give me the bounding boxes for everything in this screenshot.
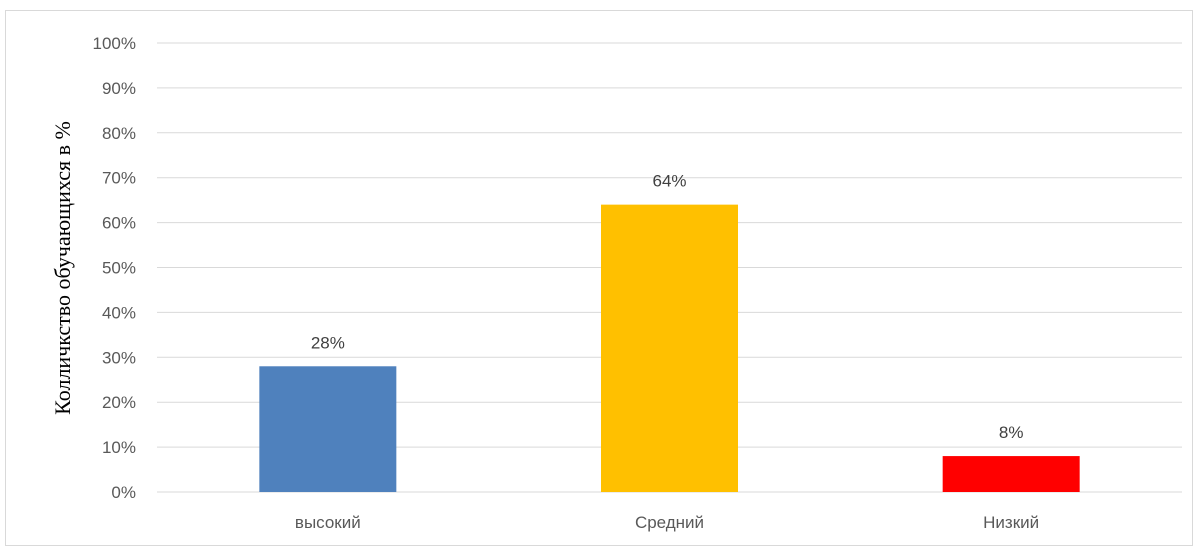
data-label: 8%	[999, 423, 1024, 442]
y-axis-ticks: 0% 10% 20% 30% 40% 50% 60% 70% 80% 90% 100%	[93, 34, 136, 502]
data-label: 64%	[652, 172, 686, 191]
y-tick-label: 90%	[102, 79, 136, 98]
x-category-label: высокий	[295, 513, 361, 532]
bar	[601, 204, 738, 492]
data-labels: 28% 64% 8%	[311, 172, 1024, 442]
y-tick-label: 0%	[111, 483, 136, 502]
bar	[942, 456, 1080, 492]
y-tick-label: 100%	[93, 34, 136, 53]
y-axis-title: Колличкство обучающихся в %	[50, 121, 75, 415]
y-tick-label: 30%	[102, 348, 136, 367]
y-tick-label: 50%	[102, 259, 136, 278]
data-label: 28%	[311, 333, 345, 352]
y-tick-label: 80%	[102, 124, 136, 143]
x-category-label: Средний	[635, 513, 704, 532]
bars	[259, 204, 1080, 492]
y-tick-label: 60%	[102, 214, 136, 233]
y-tick-label: 10%	[102, 438, 136, 457]
x-axis-categories: высокий Средний Низкий	[295, 513, 1039, 532]
x-category-label: Низкий	[983, 513, 1039, 532]
y-tick-label: 20%	[102, 393, 136, 412]
bar	[259, 366, 397, 492]
y-tick-label: 40%	[102, 303, 136, 322]
y-tick-label: 70%	[102, 169, 136, 188]
